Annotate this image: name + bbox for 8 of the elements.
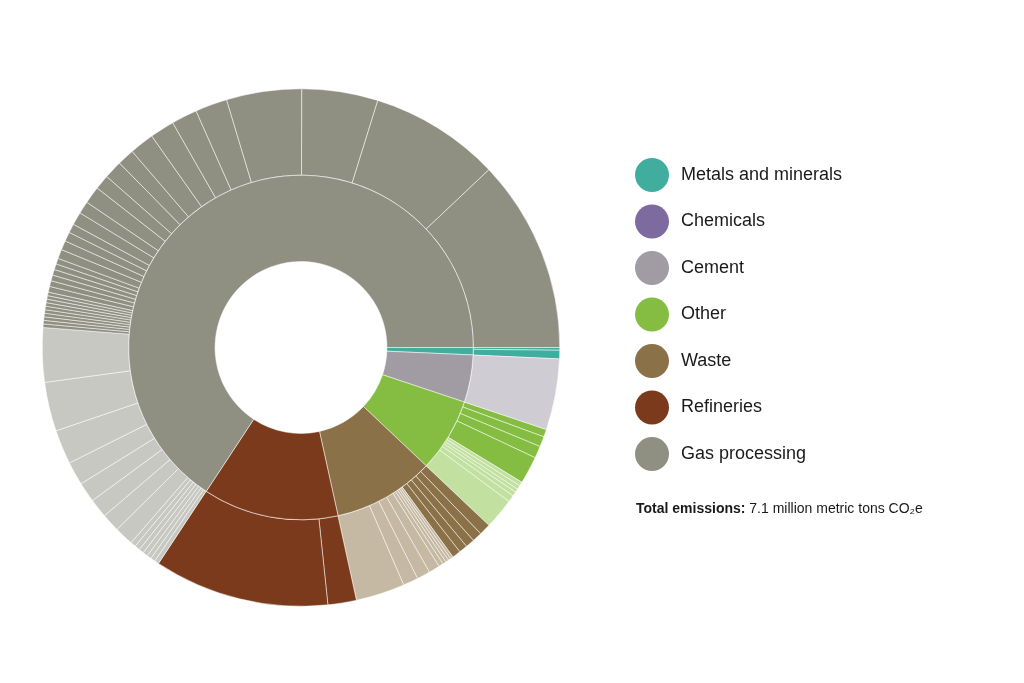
text: Total emissions: 7.1 million metric tons CO₂e	[636, 499, 924, 516]
legend-label: Chemicals	[681, 210, 766, 231]
legend-label: Waste	[681, 349, 732, 370]
legend-label: Gas processing	[681, 442, 807, 463]
legend-label: Refineries	[681, 396, 763, 417]
legend-label: Other	[681, 303, 727, 324]
legend-label: Metals and minerals	[681, 163, 843, 184]
legend-label: Cement	[681, 256, 745, 277]
